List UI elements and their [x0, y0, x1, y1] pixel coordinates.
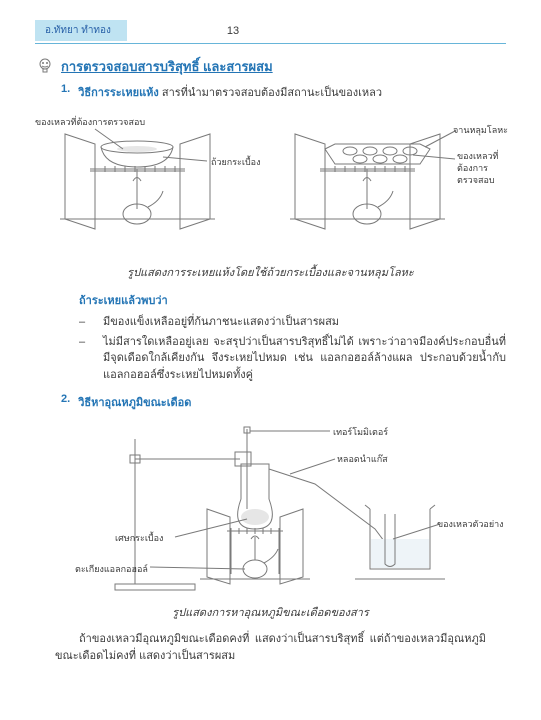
d1-label-liquid-left: ของเหลวที่ต้องการตรวจสอบ: [35, 115, 145, 129]
bullet-2: – ไม่มีสารใดเหลืออยู่เลย จะสรุปว่าเป็นสา…: [79, 334, 506, 384]
conclusion-text: ถ้าของเหลวมีอุณหภูมิขณะเดือดคงที่ แสดงว่…: [55, 631, 486, 665]
d2-label-sample: ของเหลวตัวอย่าง: [437, 517, 504, 531]
method-1-row: 1. วิธีการระเหยแห้ง สารที่นำมาตรวจสอบต้อ…: [61, 83, 506, 101]
page-number: 13: [227, 25, 239, 37]
author-label: อ.ทัทยา ทำทอง: [35, 20, 127, 41]
method-1-rest: สารที่นำมาตรวจสอบต้องมีสถานะเป็นของเหลว: [162, 87, 382, 99]
method-1-label: วิธีการระเหยแห้ง: [78, 87, 159, 99]
page-header: อ.ทัทยา ทำทอง 13: [35, 20, 506, 44]
dash-icon: –: [79, 334, 91, 384]
d2-label-chips: เศษกระเบื้อง: [115, 531, 163, 545]
diagram-1: ของเหลวที่ต้องการตรวจสอบ ถ้วยกระเบื้อง จ…: [35, 109, 506, 259]
method-2-row: 2. วิธีหาอุณหภูมิขณะเดือด: [61, 393, 506, 411]
d2-label-gastube: หลอดนำแก๊ส: [337, 452, 388, 466]
d1-label-liquid-right-c: ตรวจสอบ: [457, 173, 495, 187]
method-1-num: 1.: [61, 83, 70, 101]
method-2-label: วิธีหาอุณหภูมิขณะเดือด: [78, 393, 191, 411]
d2-label-thermometer: เทอร์โมมิเตอร์: [333, 425, 388, 439]
method-2-num: 2.: [61, 393, 70, 411]
diagram-2-caption: รูปแสดงการหาอุณหภูมิขณะเดือดของสาร: [35, 603, 506, 621]
lightbulb-icon: [35, 56, 55, 76]
d2-label-burner: ตะเกียงแอลกอฮอล์: [75, 562, 148, 576]
bullet-list: – มีของแข็งเหลืออยู่ที่ก้นภาชนะแสดงว่าเป…: [79, 314, 506, 383]
d1-label-crucible: ถ้วยกระเบื้อง: [211, 155, 260, 169]
bullet-1: – มีของแข็งเหลืออยู่ที่ก้นภาชนะแสดงว่าเป…: [79, 314, 506, 331]
diagram-1-caption: รูปแสดงการระเหยแห้งโดยใช้ถ้วยกระเบื้องแล…: [35, 263, 506, 281]
main-title-row: การตรวจสอบสารบริสุทธิ์ และสารผสม: [35, 56, 506, 77]
diagram-2: เทอร์โมมิเตอร์ หลอดนำแก๊ส ของเหลวตัวอย่า…: [35, 419, 506, 599]
bullet-1-text: มีของแข็งเหลืออยู่ที่ก้นภาชนะแสดงว่าเป็น…: [103, 314, 506, 331]
d1-label-metalplate: จานหลุมโลหะ: [453, 123, 508, 137]
main-title: การตรวจสอบสารบริสุทธิ์ และสารผสม: [61, 56, 273, 77]
dash-icon: –: [79, 314, 91, 331]
bullet-2-text: ไม่มีสารใดเหลืออยู่เลย จะสรุปว่าเป็นสารบ…: [103, 334, 506, 384]
sub-heading: ถ้าระเหยแล้วพบว่า: [79, 291, 506, 309]
